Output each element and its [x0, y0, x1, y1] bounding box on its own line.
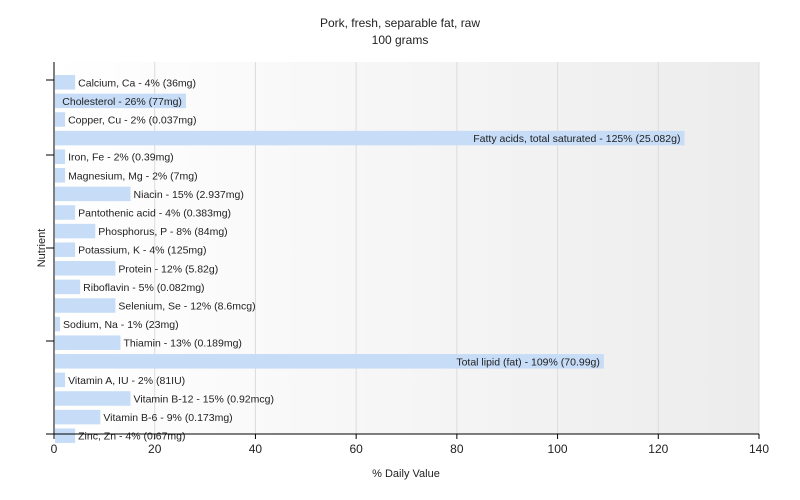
bar [55, 205, 76, 220]
bar [55, 261, 116, 276]
bar-label: Pantothenic acid - 4% (0.383mg) [78, 208, 231, 220]
y-axis-title: Nutrient [36, 229, 48, 268]
bar [55, 242, 76, 257]
bar-label: Zinc, Zn - 4% (0.67mg) [78, 431, 185, 443]
bar [55, 391, 131, 406]
bar-label: Sodium, Na - 1% (23mg) [63, 319, 179, 331]
bar-label: Phosphorus, P - 8% (84mg) [98, 226, 227, 238]
bar [55, 168, 66, 183]
bar-label: Riboflavin - 5% (0.082mg) [83, 282, 204, 294]
bar-label: Magnesium, Mg - 2% (7mg) [68, 170, 198, 182]
bar [55, 354, 604, 369]
x-tick-label: 60 [349, 442, 363, 456]
bar [55, 298, 116, 313]
x-tick-label: 20 [148, 442, 162, 456]
bar [55, 75, 76, 90]
bar-label: Calcium, Ca - 4% (36mg) [78, 77, 196, 89]
bar-label: Total lipid (fat) - 109% (70.99g) [456, 356, 600, 368]
bar [55, 279, 81, 295]
chart-subtitle: 100 grams [372, 33, 429, 47]
plot-background [54, 62, 759, 434]
axes [46, 62, 759, 435]
bar-label: Selenium, Se - 12% (8.6mcg) [118, 301, 255, 313]
x-tick-label: 120 [648, 442, 668, 456]
bar-label: Vitamin B-6 - 9% (0.173mg) [103, 412, 232, 424]
bar [55, 335, 121, 350]
bars: Calcium, Ca - 4% (36mg) Cholesterol - 26%… [55, 75, 685, 443]
bar-label: Vitamin A, IU - 2% (81IU) [68, 375, 185, 387]
bar-label: Cholesterol - 26% (77mg) [62, 96, 182, 108]
x-tick-label: 80 [450, 442, 464, 456]
bar [55, 372, 66, 388]
chart-title: Pork, fresh, separable fat, raw [320, 16, 480, 30]
bar-label: Niacin - 15% (2.937mg) [134, 189, 244, 201]
bar [55, 316, 61, 332]
bar-label: Iron, Fe - 2% (0.39mg) [68, 152, 174, 164]
bar-label: Protein - 12% (5.82g) [118, 263, 218, 275]
bar-label: Potassium, K - 4% (125mg) [78, 245, 206, 257]
x-tick-label: 40 [249, 442, 263, 456]
grid-lines [154, 62, 760, 434]
bar [55, 149, 66, 164]
x-axis-title: % Daily Value [372, 468, 440, 480]
bar [55, 409, 101, 425]
bar [55, 93, 186, 109]
bar [55, 428, 76, 443]
bar [55, 112, 66, 127]
bar-label: Thiamin - 13% (0.189mg) [123, 338, 241, 350]
bar-label: Vitamin B-12 - 15% (0.92mcg) [134, 394, 274, 406]
x-tick-label: 140 [749, 442, 769, 456]
bar-label: Copper, Cu - 2% (0.037mg) [68, 115, 196, 127]
bar [55, 186, 131, 202]
x-axis-ticks: 0 20 40 60 80 100 120 140 [51, 434, 769, 456]
bar [55, 223, 96, 239]
bar [55, 130, 685, 146]
x-tick-label: 0 [51, 442, 58, 456]
bar-label: Fatty acids, total saturated - 125% (25.… [473, 133, 680, 145]
x-tick-label: 100 [548, 442, 568, 456]
